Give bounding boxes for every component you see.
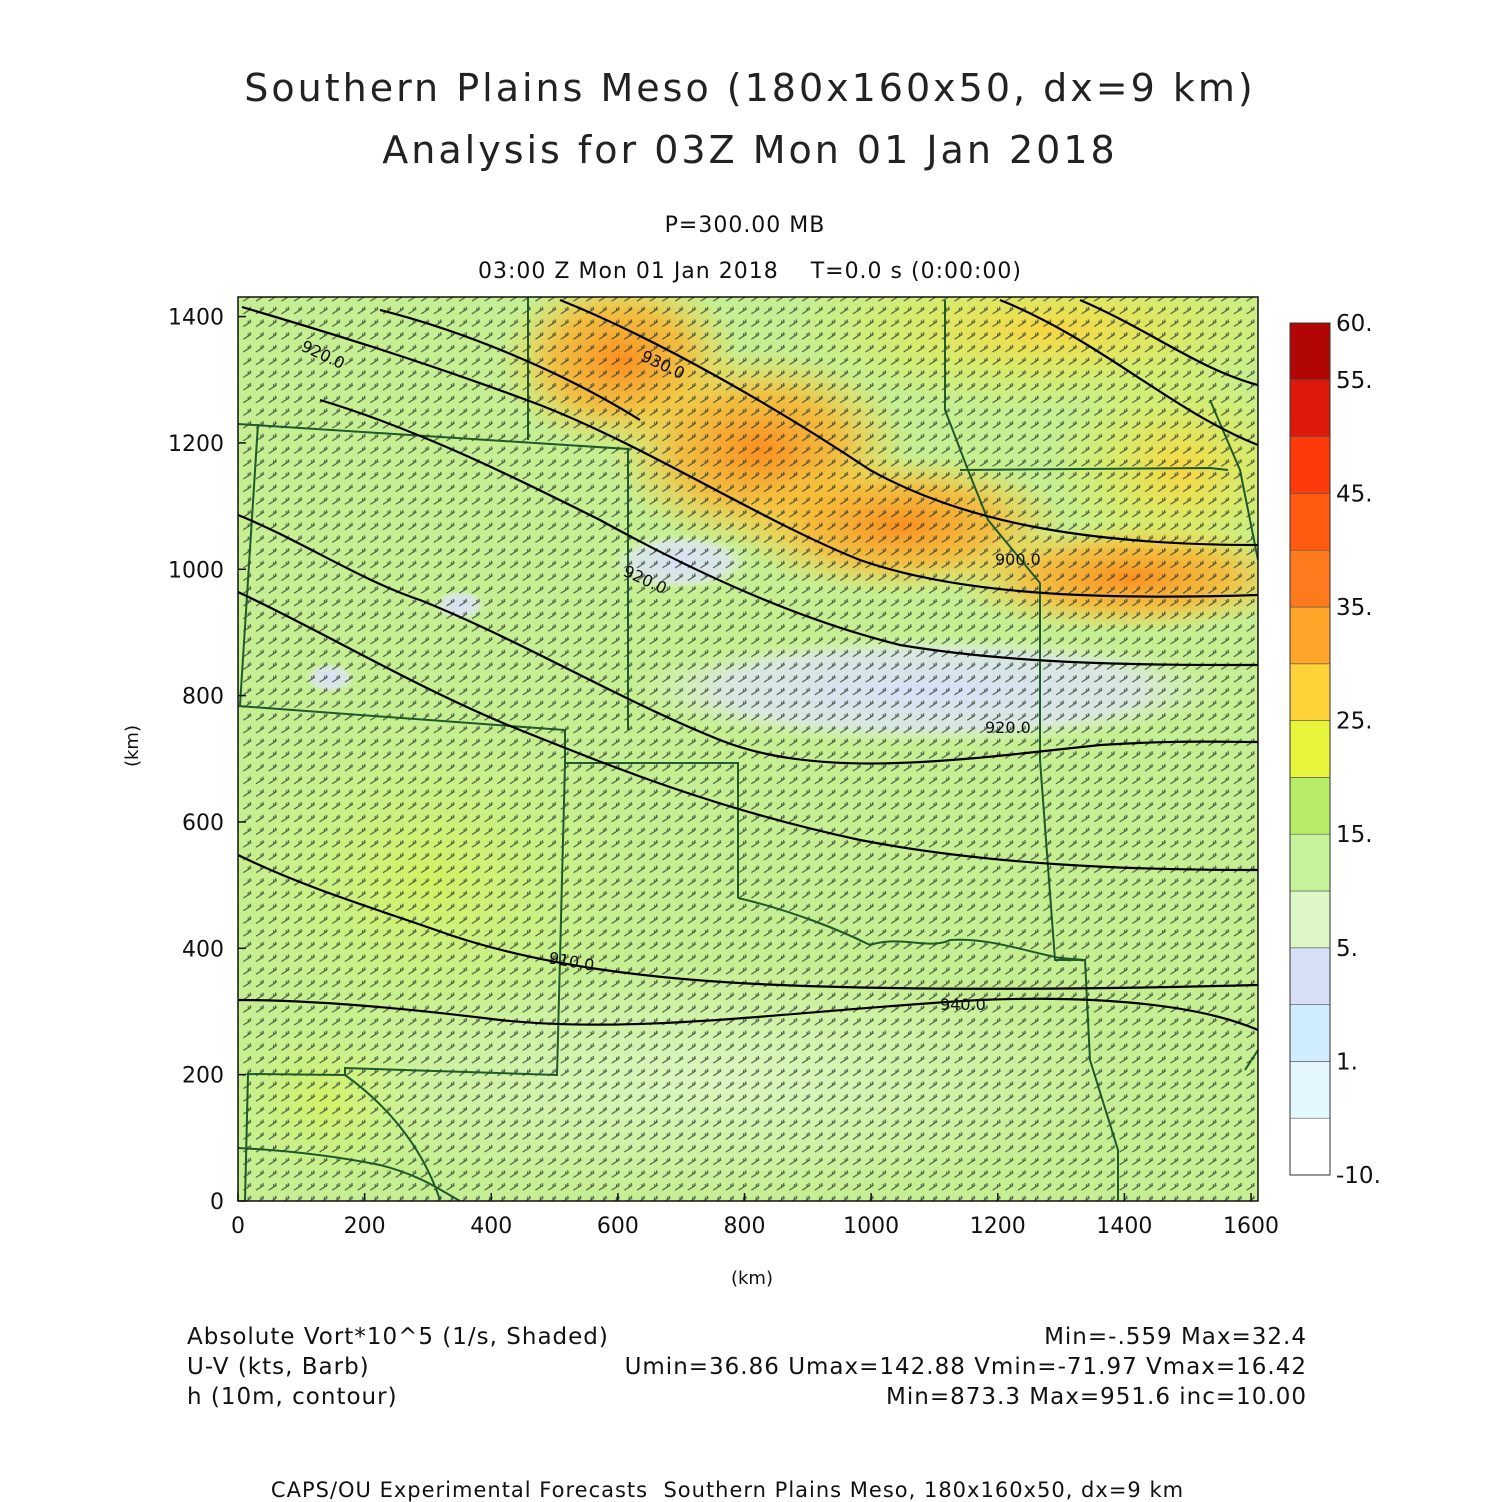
colorbar-swatch <box>1289 833 1331 892</box>
x-tick-label: 400 <box>470 1214 512 1239</box>
colorbar-swatch <box>1289 663 1331 721</box>
y-tick-label: 0 <box>210 1190 224 1215</box>
colorbar-label: 25. <box>1336 709 1373 735</box>
colorbar-swatch <box>1289 1061 1331 1119</box>
valid-time: 03:00 Z Mon 01 Jan 2018 T=0.0 s (0:00:00… <box>478 259 1022 284</box>
x-axis: 0 200 400 600 800 1000 1200 1400 1600 <box>231 1193 1279 1239</box>
x-axis-label: (km) <box>731 1268 773 1289</box>
title-line-2: Analysis for 03Z Mon 01 Jan 2018 <box>382 128 1118 172</box>
colorbar-swatch <box>1289 777 1331 835</box>
colorbar-label: 60. <box>1336 311 1373 337</box>
x-tick-label: 200 <box>344 1214 386 1239</box>
legend-field-3-stats: Min=873.3 Max=951.6 inc=10.00 <box>886 1384 1307 1410</box>
x-tick-label: 600 <box>597 1214 639 1239</box>
colorbar-swatch <box>1289 379 1331 437</box>
colorbar-frame <box>1289 322 1331 1176</box>
colorbar-swatch <box>1289 493 1331 551</box>
y-tick-label: 1000 <box>168 558 224 583</box>
colorbar-label: 45. <box>1336 481 1373 507</box>
contour-label: 920.0 <box>985 718 1031 737</box>
height-contours <box>238 298 1258 1032</box>
contour-label: 900.0 <box>995 550 1041 569</box>
vorticity-shading: 920.0 930.0 920.0 900.0 920.0 910.0 940.… <box>238 297 1258 1201</box>
x-tick-label: 1600 <box>1223 1214 1279 1239</box>
colorbar-label: 15. <box>1336 822 1373 848</box>
legend-field-1-stats: Min=-.559 Max=32.4 <box>1044 1324 1307 1350</box>
colorbar-swatch <box>1289 549 1331 608</box>
plot-frame <box>237 296 1259 1202</box>
y-tick-label: 800 <box>182 685 224 710</box>
colorbar: 60. 55. 45. 35. 25. 15. 5. 1. -10. <box>1289 311 1381 1189</box>
x-tick-label: 0 <box>231 1214 245 1239</box>
x-tick-label: 1400 <box>1096 1214 1152 1239</box>
colorbar-swatch <box>1289 436 1331 494</box>
colorbar-swatch <box>1289 606 1331 665</box>
footer-credit: CAPS/OU Experimental Forecasts Southern … <box>270 1478 1185 1502</box>
colorbar-swatch <box>1289 720 1331 778</box>
y-tick-label: 200 <box>182 1064 224 1089</box>
y-tick-label: 1400 <box>168 306 224 331</box>
legend-field-2-stats: Umin=36.86 Umax=142.88 Vmin=-71.97 Vmax=… <box>624 1354 1307 1380</box>
colorbar-swatch <box>1289 1004 1331 1062</box>
contour-label: 940.0 <box>940 995 986 1014</box>
y-tick-label: 400 <box>182 937 224 962</box>
colorbar-swatch <box>1289 1117 1331 1176</box>
legend-field-2: U-V (kts, Barb) <box>187 1354 370 1380</box>
y-axis-label: (km) <box>122 725 143 767</box>
x-tick-label: 1200 <box>970 1214 1026 1239</box>
colorbar-label: -10. <box>1336 1163 1381 1189</box>
y-tick-label: 1200 <box>168 432 224 457</box>
pressure-level: P=300.00 MB <box>664 213 826 238</box>
state-boundaries <box>238 297 1258 1201</box>
colorbar-swatch <box>1289 322 1331 381</box>
colorbar-label: 1. <box>1336 1049 1358 1075</box>
colorbar-label: 55. <box>1336 368 1373 394</box>
colorbar-label: 5. <box>1336 936 1358 962</box>
legend-field-3: h (10m, contour) <box>187 1384 398 1410</box>
x-tick-label: 800 <box>724 1214 766 1239</box>
colorbar-label: 35. <box>1336 595 1373 621</box>
x-tick-label: 1000 <box>843 1214 899 1239</box>
title-line-1: Southern Plains Meso (180x160x50, dx=9 k… <box>244 66 1256 110</box>
colorbar-swatch <box>1289 890 1331 949</box>
colorbar-swatch <box>1289 947 1331 1005</box>
legend-field-1: Absolute Vort*10^5 (1/s, Shaded) <box>187 1324 609 1350</box>
y-axis: 0 200 400 600 800 1000 1200 1400 <box>168 306 246 1215</box>
y-tick-label: 600 <box>182 811 224 836</box>
